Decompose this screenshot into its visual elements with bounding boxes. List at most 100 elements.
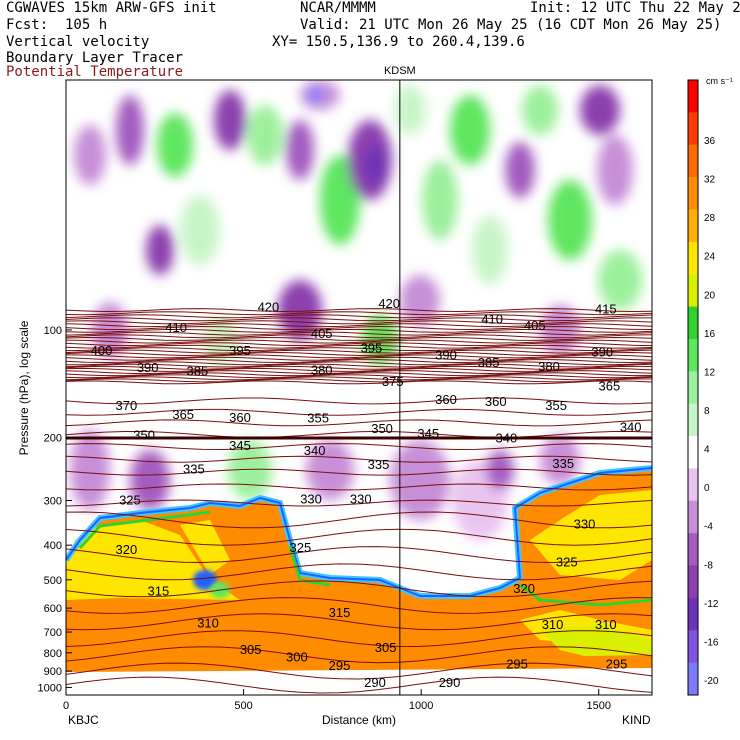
theta-label-text: 340 bbox=[304, 443, 326, 458]
theta-label: 330 bbox=[300, 491, 322, 506]
colorbar-label--8: -8 bbox=[704, 560, 713, 571]
header-model: CGWAVES 15km ARW-GFS init bbox=[6, 0, 217, 16]
x-tick-label-1500: 1500 bbox=[586, 700, 610, 712]
theta-label-text: 415 bbox=[595, 301, 617, 316]
theta-label-text: 400 bbox=[91, 343, 113, 358]
colorbar-swatch bbox=[688, 177, 698, 210]
y-tick-label-600: 600 bbox=[44, 603, 62, 615]
theta-label-text: 410 bbox=[165, 320, 187, 335]
theta-contour-upper bbox=[66, 317, 652, 322]
theta-contour-lower bbox=[66, 499, 652, 507]
theta-label: 330 bbox=[350, 491, 372, 506]
theta-label-text: 305 bbox=[240, 642, 262, 657]
theta-label-text: 330 bbox=[574, 517, 596, 532]
y-tick-label-500: 500 bbox=[44, 575, 62, 587]
theta-label: 410 bbox=[165, 320, 187, 335]
theta-label-text: 325 bbox=[556, 554, 578, 569]
theta-label: 320 bbox=[513, 581, 535, 596]
theta-label: 355 bbox=[545, 398, 567, 413]
theta-contour-upper bbox=[66, 344, 652, 349]
header-xy: XY= 150.5,136.9 to 260.4,139.6 bbox=[272, 34, 525, 50]
theta-label: 335 bbox=[183, 461, 205, 476]
theta-contour-lower bbox=[66, 483, 652, 491]
theta-label-text: 405 bbox=[311, 326, 333, 341]
theta-label: 340 bbox=[620, 419, 642, 434]
theta-label-text: 420 bbox=[378, 296, 400, 311]
theta-label-text: 360 bbox=[485, 394, 507, 409]
theta-label: 375 bbox=[382, 374, 404, 389]
theta-label-text: 375 bbox=[382, 374, 404, 389]
colorbar-label--16: -16 bbox=[704, 637, 719, 648]
colorbar-swatch bbox=[688, 80, 698, 113]
theta-contour-upper bbox=[66, 356, 652, 361]
theta-contour-lower bbox=[66, 443, 652, 451]
theta-label: 385 bbox=[187, 364, 209, 379]
velocity-field-upper bbox=[74, 80, 642, 365]
theta-contour-lower bbox=[66, 528, 652, 546]
theta-label: 315 bbox=[329, 605, 351, 620]
header-fcst: Fcst: 105 h bbox=[6, 17, 108, 33]
theta-label-text: 290 bbox=[364, 675, 386, 690]
colorbar-label-32: 32 bbox=[704, 175, 716, 186]
x-axis: 0 500 1000 1500 bbox=[63, 689, 611, 712]
theta-contour-upper bbox=[66, 314, 652, 319]
theta-label: 420 bbox=[258, 299, 280, 314]
colorbar-label-12: 12 bbox=[704, 367, 716, 378]
theta-label: 370 bbox=[116, 398, 138, 413]
theta-label-text: 355 bbox=[545, 398, 567, 413]
theta-contour-lower bbox=[66, 455, 652, 463]
colorbar-label-24: 24 bbox=[704, 252, 716, 263]
colorbar-swatch bbox=[688, 209, 698, 243]
colorbar-swatch bbox=[688, 112, 698, 146]
header-field-vertical-velocity: Vertical velocity bbox=[6, 34, 150, 50]
theta-label-text: 320 bbox=[116, 542, 138, 557]
theta-label: 325 bbox=[119, 492, 141, 507]
colorbar-swatch bbox=[688, 662, 698, 696]
theta-label-text: 305 bbox=[375, 640, 397, 655]
theta-label: 330 bbox=[574, 517, 596, 532]
theta-contour-lower bbox=[66, 662, 652, 680]
plot-area: 420 420 415 410 410 405 405 400 395 395 390 390 390 3… bbox=[66, 80, 652, 695]
theta-contour-upper bbox=[66, 378, 652, 383]
colorbar-frame bbox=[687, 79, 699, 696]
theta-label: 340 bbox=[304, 443, 326, 458]
theta-label: 350 bbox=[133, 427, 155, 442]
theta-contour-upper bbox=[66, 354, 652, 359]
theta-contour-upper bbox=[66, 347, 652, 352]
theta-label: 325 bbox=[290, 540, 312, 555]
theta-contour-lower bbox=[66, 511, 652, 529]
theta-contour-upper bbox=[66, 334, 652, 339]
theta-label-text: 330 bbox=[300, 491, 322, 506]
theta-label: 295 bbox=[506, 657, 528, 672]
theta-contour-lower bbox=[66, 397, 652, 405]
theta-label: 305 bbox=[240, 642, 262, 657]
theta-label: 310 bbox=[542, 617, 564, 632]
theta-label-text: 295 bbox=[329, 658, 351, 673]
theta-label-text: 390 bbox=[435, 347, 457, 362]
header-org: NCAR/MMMM bbox=[300, 0, 376, 16]
x-tick-label-500: 500 bbox=[234, 700, 252, 712]
theta-contour-upper bbox=[66, 367, 652, 372]
theta-contour-upper bbox=[66, 359, 652, 364]
theta-contour-lower bbox=[66, 408, 652, 416]
theta-label-text: 390 bbox=[591, 345, 613, 360]
theta-label-text: 335 bbox=[183, 461, 205, 476]
theta-label: 415 bbox=[595, 301, 617, 316]
theta-label: 390 bbox=[435, 347, 457, 362]
colorbar-label-20: 20 bbox=[704, 290, 716, 301]
kdsm-label: KDSM bbox=[384, 65, 416, 77]
theta-label: 320 bbox=[116, 542, 138, 557]
theta-contour-upper bbox=[66, 328, 652, 333]
theta-contour-lower bbox=[66, 419, 652, 427]
colorbar-label-4: 4 bbox=[704, 445, 710, 456]
theta-label: 360 bbox=[435, 392, 457, 407]
ground-orange-edge bbox=[66, 655, 652, 672]
theta-label: 410 bbox=[481, 312, 503, 327]
header-init: Init: 12 UTC Thu 22 May 25 bbox=[530, 0, 740, 16]
theta-label: 390 bbox=[591, 345, 613, 360]
y-tick-label-300: 300 bbox=[44, 495, 62, 507]
colorbar: -20 -16 -12 -8 -4 0 4 8 12 16 20 24 28 32 36 bbox=[687, 79, 719, 696]
theta-label-text: 295 bbox=[606, 657, 628, 672]
theta-contour-upper bbox=[66, 320, 652, 325]
theta-label-text: 385 bbox=[187, 364, 209, 379]
